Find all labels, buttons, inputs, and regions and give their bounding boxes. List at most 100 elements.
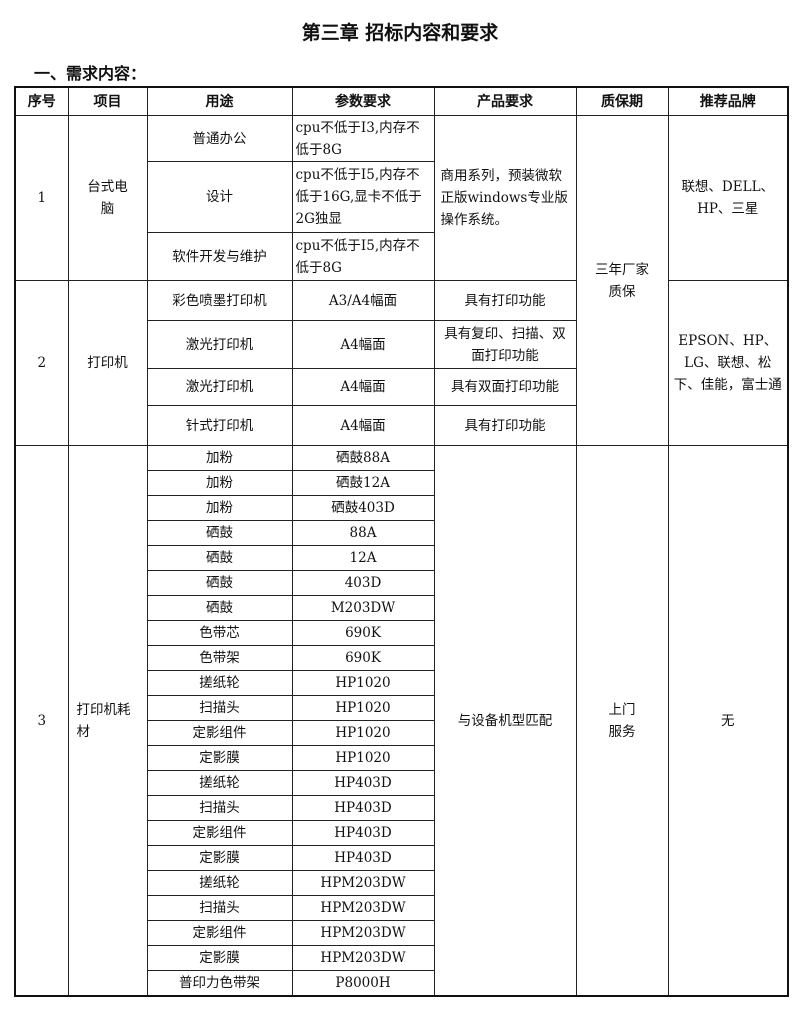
table-row: 加粉 硒鼓403D: [15, 495, 788, 521]
param-cell: cpu不低于I5,内存不低于16G,显卡不低于2G独显: [291, 161, 435, 233]
product-req-cell: 具有双面打印功能: [433, 368, 577, 406]
table-row: 硒鼓 403D: [15, 570, 788, 596]
header-no: 序号: [14, 86, 69, 116]
use-cell: 色带芯: [146, 620, 293, 646]
param-cell: HP1020: [291, 670, 435, 696]
product-req-cell: 具有打印功能: [433, 280, 577, 321]
header-brand: 推荐品牌: [667, 86, 789, 116]
group-item: 打印机耗材: [67, 445, 148, 997]
group-item: 打印机: [67, 280, 148, 446]
warranty-cell: 三年厂家质保: [575, 115, 669, 446]
param-cell: 12A: [291, 545, 435, 571]
table-row: 3 打印机耗材 加粉 硒鼓88A 与设备机型匹配 上门服务无: [14, 445, 789, 997]
param-cell: 690K: [291, 620, 435, 646]
chapter-title: 第三章 招标内容和要求: [301, 22, 499, 44]
param-cell: 690K: [291, 645, 435, 671]
use-cell: 普通办公: [146, 115, 293, 162]
product-req-cell: 商用系列，预装微软正版windows专业版操作系统。: [433, 115, 577, 281]
use-cell: 定影膜: [146, 745, 293, 771]
use-cell: 定影膜: [146, 845, 293, 871]
use-cell: 软件开发与维护: [146, 232, 293, 281]
group-item: 台式电脑: [67, 115, 148, 281]
table-row: 定影组件 HP403D: [15, 820, 788, 846]
use-cell: 搓纸轮: [146, 870, 293, 896]
use-cell: 扫描头: [146, 895, 293, 921]
param-cell: HPM203DW: [291, 945, 435, 971]
table-header-row: 序号 项目 用途 参数要求 产品要求 质保期 推荐品牌: [14, 86, 789, 116]
product-req-cell: 具有复印、扫描、双面打印功能: [433, 320, 577, 369]
use-cell: 定影组件: [146, 820, 293, 846]
brand-cell: EPSON、HP、LG、联想、松下、佳能，富士通: [667, 280, 789, 446]
product-req-cell: 具有打印功能: [433, 405, 577, 446]
param-cell: HPM203DW: [291, 895, 435, 921]
header-item: 项目: [67, 86, 148, 116]
group-no: 2: [14, 280, 69, 446]
param-cell: 403D: [291, 570, 435, 596]
use-cell: 加粉: [146, 495, 293, 521]
table-row: 定影膜 HPM203DW: [15, 945, 788, 971]
use-cell: 扫描头: [146, 695, 293, 721]
param-cell: 硒鼓403D: [291, 495, 435, 521]
use-cell: 色带架: [146, 645, 293, 671]
warranty-cell: 上门服务: [575, 445, 669, 997]
param-cell: HP1020: [291, 745, 435, 771]
param-cell: A3/A4幅面: [291, 280, 435, 321]
use-cell: 加粉: [146, 445, 293, 471]
param-cell: M203DW: [291, 595, 435, 621]
table-row: 色带芯 690K: [15, 620, 788, 646]
use-cell: 针式打印机: [146, 405, 293, 446]
use-cell: 搓纸轮: [146, 770, 293, 796]
brand-cell: 无: [667, 445, 789, 997]
param-cell: HP403D: [291, 795, 435, 821]
table-row: 搓纸轮 HP403D: [15, 770, 788, 796]
param-cell: HP1020: [291, 720, 435, 746]
table-row: 激光打印机 A4幅面 具有双面打印功能: [15, 368, 788, 406]
table-row: 1 台式电脑 普通办公 cpu不低于I3,内存不低于8G 商用系列，预装微软正版…: [14, 115, 789, 446]
section-heading: 一、需求内容：: [34, 64, 147, 83]
param-cell: P8000H: [291, 970, 435, 997]
table-row: 定影组件 HP1020: [15, 720, 788, 746]
brand-cell: 联想、DELL、HP、三星: [667, 115, 789, 281]
use-cell: 激光打印机: [146, 320, 293, 369]
param-cell: A4幅面: [291, 368, 435, 406]
product-req-cell: 与设备机型匹配: [433, 445, 577, 997]
table-row: 定影膜 HP403D: [15, 845, 788, 871]
header-use: 用途: [146, 86, 293, 116]
param-cell: HPM203DW: [291, 920, 435, 946]
param-cell: HP403D: [291, 770, 435, 796]
use-cell: 定影组件: [146, 720, 293, 746]
table-row: 针式打印机 A4幅面 具有打印功能: [15, 405, 788, 446]
table-row: 设计 cpu不低于I5,内存不低于16G,显卡不低于2G独显: [15, 161, 788, 233]
use-cell: 硒鼓: [146, 595, 293, 621]
param-cell: A4幅面: [291, 320, 435, 369]
param-cell: HP403D: [291, 820, 435, 846]
use-cell: 硒鼓: [146, 520, 293, 546]
use-cell: 硒鼓: [146, 570, 293, 596]
use-cell: 搓纸轮: [146, 670, 293, 696]
use-cell: 激光打印机: [146, 368, 293, 406]
header-param: 参数要求: [291, 86, 435, 116]
param-cell: HP403D: [291, 845, 435, 871]
table-row: 2 打印机 彩色喷墨打印机 A3/A4幅面 具有打印功能 EPSON、HP、LG…: [14, 280, 789, 446]
table-row: 激光打印机 A4幅面 具有复印、扫描、双面打印功能: [15, 320, 788, 369]
table-row: 定影膜 HP1020: [15, 745, 788, 771]
table-row: 定影组件 HPM203DW: [15, 920, 788, 946]
use-cell: 加粉: [146, 470, 293, 496]
group-no: 1: [14, 115, 69, 281]
use-cell: 设计: [146, 161, 293, 233]
table-row: 扫描头 HP403D: [15, 795, 788, 821]
table-row: 扫描头 HPM203DW: [15, 895, 788, 921]
param-cell: HP1020: [291, 695, 435, 721]
param-cell: 硒鼓88A: [291, 445, 435, 471]
table-row: 硒鼓 12A: [15, 545, 788, 571]
header-warranty: 质保期: [575, 86, 669, 116]
table-row: 硒鼓 M203DW: [15, 595, 788, 621]
param-cell: cpu不低于I3,内存不低于8G: [291, 115, 435, 162]
param-cell: A4幅面: [291, 405, 435, 446]
param-cell: HPM203DW: [291, 870, 435, 896]
use-cell: 扫描头: [146, 795, 293, 821]
group-no: 3: [14, 445, 69, 997]
use-cell: 定影膜: [146, 945, 293, 971]
table-row: 加粉 硒鼓12A: [15, 470, 788, 496]
requirements-table: 序号 项目 用途 参数要求 产品要求 质保期 推荐品牌 1 台式电脑 普通办公 …: [14, 86, 789, 997]
